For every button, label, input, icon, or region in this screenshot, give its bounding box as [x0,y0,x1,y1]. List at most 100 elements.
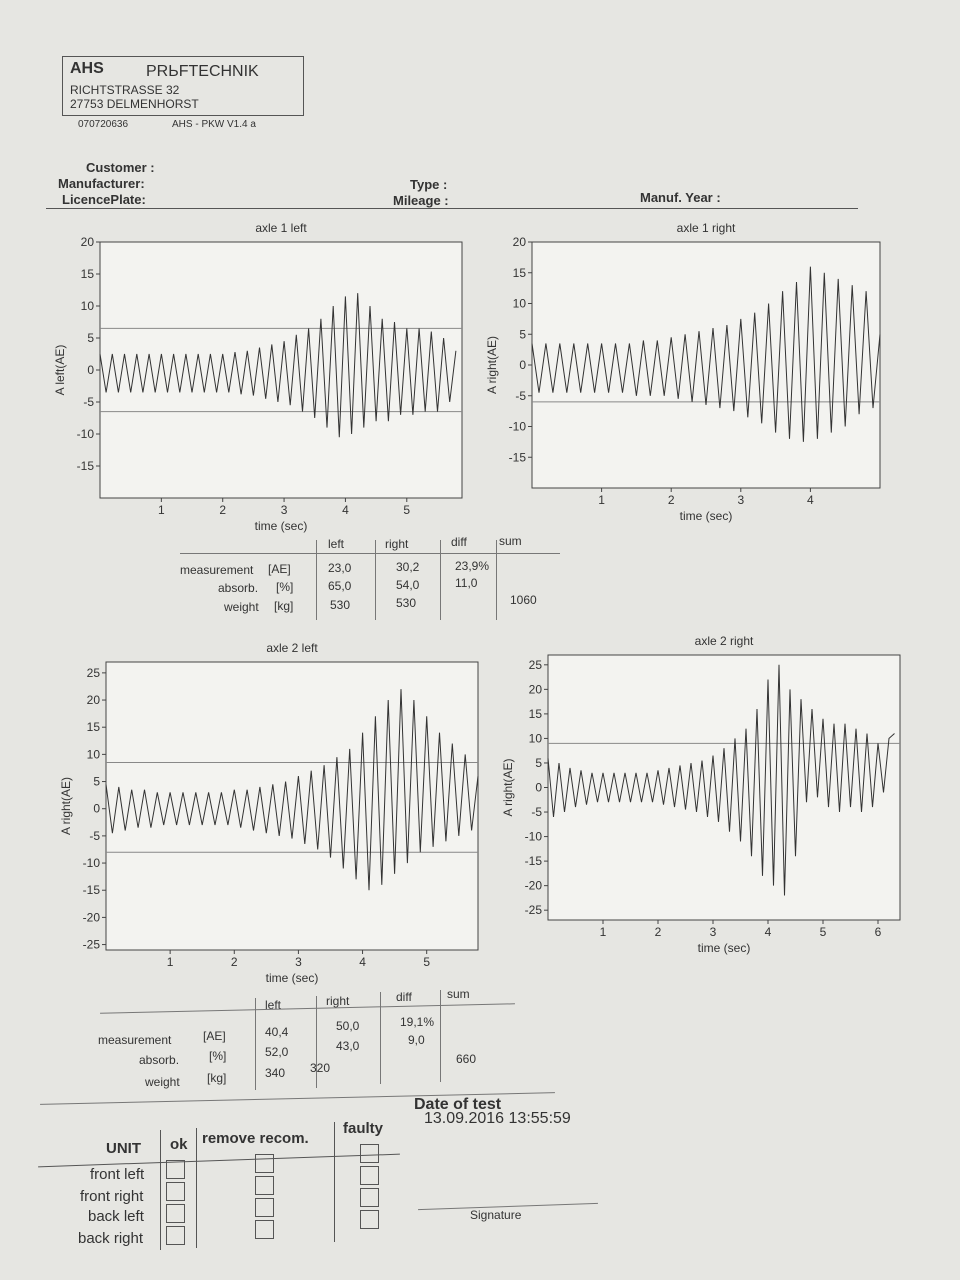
y-tick-label: -10 [509,420,527,434]
street: RICHTSTRASSE 32 [70,83,180,97]
col-header: right [326,994,350,1008]
y-tick-label: 10 [81,299,95,313]
cell: 530 [330,598,351,612]
x-tick-label: 4 [342,503,349,517]
y-tick-label: -15 [509,450,527,464]
checkbox[interactable] [166,1182,185,1201]
x-tick-label: 1 [167,955,174,969]
y-tick-label: 5 [519,327,526,341]
x-tick-label: 3 [710,925,717,939]
y-tick-label: 10 [87,747,101,761]
doc-number: 070720636 [78,119,129,130]
y-tick-label: 15 [513,266,527,280]
x-axis-label: time (sec) [698,941,751,955]
rule [440,540,441,620]
rule [46,208,858,209]
cell: 50,0 [336,1019,360,1033]
col-header: diff [396,990,412,1004]
rule [440,990,441,1082]
rule [380,992,381,1084]
col-header: remove recom. [202,1130,309,1147]
y-tick-label: 20 [529,682,543,696]
signal-line [99,293,457,438]
row-unit: [AE] [203,1029,226,1043]
x-tick-label: 3 [295,955,302,969]
x-tick-label: 4 [807,493,814,507]
y-tick-label: 0 [87,363,94,377]
x-tick-label: 1 [158,503,165,517]
checkbox[interactable] [255,1220,274,1239]
y-tick-label: -15 [77,459,95,473]
rule [255,998,256,1090]
row-label: measurement [98,1033,172,1047]
signal-line [105,689,479,891]
y-tick-label: 5 [93,775,100,789]
checkbox[interactable] [360,1188,379,1207]
y-axis-label: A left(AE) [53,345,67,396]
cell: 52,0 [265,1045,289,1059]
row-unit: [kg] [207,1071,227,1085]
cell: 30,2 [396,560,420,574]
signal-line [531,266,881,442]
field-label: Manufacturer: [58,176,145,191]
row-label: front left [90,1166,145,1183]
row-unit: [AE] [268,562,291,576]
field-label: Mileage : [393,193,449,208]
rule [160,1130,161,1250]
chart-title: axle 2 right [695,634,754,648]
x-tick-label: 6 [875,925,882,939]
col-header: sum [499,534,522,548]
field-label: Manuf. Year : [640,190,721,205]
row-unit: [%] [209,1049,227,1063]
cell: 19,1% [400,1015,435,1029]
y-tick-label: -10 [83,856,101,870]
row-label: back left [88,1208,144,1225]
col-header: left [328,537,345,551]
row-label: absorb. [139,1053,180,1067]
rule [196,1128,197,1248]
cell: 43,0 [336,1039,360,1053]
cell: 530 [396,596,417,610]
rule [334,1122,335,1242]
row-label: weight [224,600,259,614]
y-axis-label: A right(AE) [59,777,73,835]
checkbox[interactable] [255,1176,274,1195]
version: AHS - PKW V1.4 a [172,119,256,130]
y-tick-label: 10 [529,731,543,745]
col-header: faulty [343,1120,384,1137]
checkbox[interactable] [255,1154,274,1173]
y-tick-label: -5 [83,395,94,409]
x-tick-label: 3 [281,503,288,517]
cell: 40,4 [265,1025,289,1039]
y-tick-label: -15 [83,883,101,897]
checkbox[interactable] [166,1160,185,1179]
checkbox[interactable] [360,1166,379,1185]
y-axis-label: A right(AE) [485,336,499,394]
cell: 660 [456,1052,477,1066]
date-label: Date of test [414,1096,502,1113]
rule [316,996,317,1088]
chart-title: axle 1 right [677,221,736,235]
field-label: Customer : [86,160,155,175]
y-tick-label: 15 [81,267,95,281]
x-tick-label: 4 [359,955,366,969]
col-header: left [265,998,282,1012]
checkbox[interactable] [360,1144,379,1163]
y-tick-label: 20 [87,693,101,707]
y-tick-label: -25 [83,938,101,952]
checkbox[interactable] [166,1204,185,1223]
x-tick-label: 1 [600,925,607,939]
checkbox[interactable] [166,1226,185,1245]
x-tick-label: 5 [403,503,410,517]
x-axis-label: time (sec) [266,971,319,985]
checkbox[interactable] [360,1210,379,1229]
x-axis-label: time (sec) [255,519,308,533]
date-value: 13.09.2016 13:55:59 [424,1110,571,1127]
chart-title: axle 1 left [255,221,307,235]
y-tick-label: 0 [535,781,542,795]
checkbox[interactable] [255,1198,274,1217]
plot-frame [105,661,479,951]
cell: 54,0 [396,578,420,592]
x-tick-label: 3 [737,493,744,507]
x-tick-label: 2 [231,955,238,969]
